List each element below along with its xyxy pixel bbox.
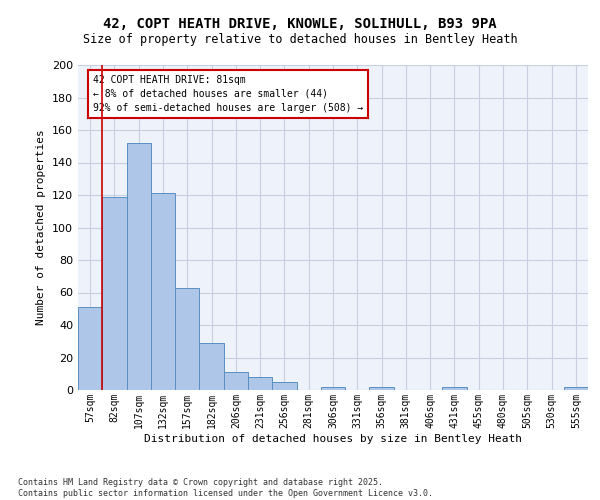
X-axis label: Distribution of detached houses by size in Bentley Heath: Distribution of detached houses by size … (144, 434, 522, 444)
Bar (102, 196, 127, 390)
Bar (151, 194, 175, 390)
Bar (370, 387, 394, 390)
Bar (248, 377, 272, 390)
Text: Size of property relative to detached houses in Bentley Heath: Size of property relative to detached ho… (83, 32, 517, 46)
Bar (127, 143, 151, 390)
Bar (564, 387, 588, 390)
Bar (272, 382, 296, 390)
Bar (78, 307, 102, 390)
Y-axis label: Number of detached properties: Number of detached properties (37, 130, 46, 326)
Bar (321, 387, 345, 390)
Bar (442, 387, 467, 390)
Text: 42 COPT HEATH DRIVE: 81sqm
← 8% of detached houses are smaller (44)
92% of semi-: 42 COPT HEATH DRIVE: 81sqm ← 8% of detac… (94, 74, 364, 113)
Bar (199, 343, 224, 390)
Bar (224, 372, 248, 390)
Bar (175, 288, 199, 390)
Text: 42, COPT HEATH DRIVE, KNOWLE, SOLIHULL, B93 9PA: 42, COPT HEATH DRIVE, KNOWLE, SOLIHULL, … (103, 18, 497, 32)
Text: Contains HM Land Registry data © Crown copyright and database right 2025.
Contai: Contains HM Land Registry data © Crown c… (18, 478, 433, 498)
